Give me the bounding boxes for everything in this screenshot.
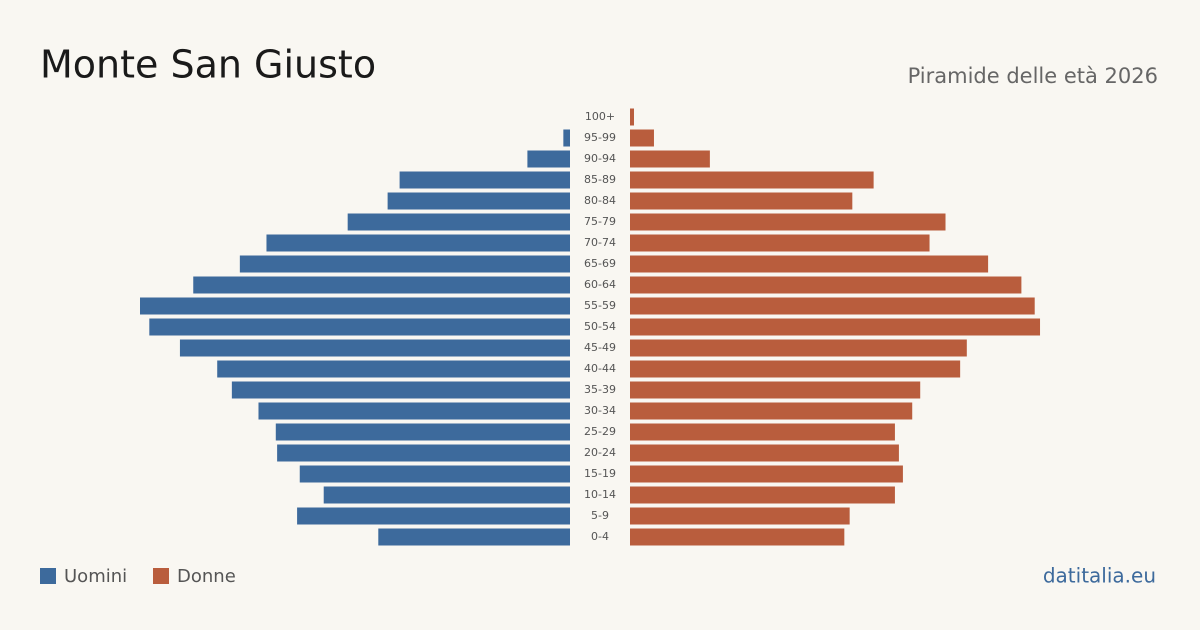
legend-label: Uomini: [64, 566, 127, 587]
bar-female: [630, 465, 903, 483]
age-label: 30-34: [584, 404, 616, 417]
bar-male: [149, 318, 570, 336]
age-label: 60-64: [584, 278, 616, 291]
bar-female: [630, 423, 895, 441]
age-label: 55-59: [584, 299, 616, 312]
age-label: 100+: [585, 110, 615, 123]
bar-male: [258, 402, 570, 420]
age-label: 25-29: [584, 425, 616, 438]
bar-male: [239, 255, 570, 273]
age-label: 80-84: [584, 194, 616, 207]
bar-male: [266, 234, 570, 252]
legend-label: Donne: [177, 566, 236, 587]
bar-female: [630, 444, 899, 462]
bar-male: [378, 528, 570, 546]
age-label: 15-19: [584, 467, 616, 480]
bar-male: [527, 150, 570, 168]
age-label: 45-49: [584, 341, 616, 354]
age-label: 70-74: [584, 236, 616, 249]
bar-male: [193, 276, 570, 294]
age-label: 95-99: [584, 131, 616, 144]
age-label: 10-14: [584, 488, 616, 501]
bar-female: [630, 318, 1041, 336]
bar-female: [630, 192, 853, 210]
legend-swatch: [153, 568, 169, 584]
bar-female: [630, 486, 895, 504]
age-label: 35-39: [584, 383, 616, 396]
bar-male: [179, 339, 570, 357]
bar-male: [217, 360, 570, 378]
chart-title: Monte San Giusto: [40, 43, 376, 87]
age-label: 5-9: [591, 509, 609, 522]
bar-male: [140, 297, 570, 315]
bar-female: [630, 507, 850, 525]
age-label: 90-94: [584, 152, 616, 165]
bar-male: [347, 213, 570, 231]
bar-male: [275, 423, 570, 441]
source: datitalia.eu: [1043, 564, 1156, 588]
bar-female: [630, 108, 634, 126]
bar-female: [630, 150, 710, 168]
bar-female: [630, 129, 654, 147]
bar-male: [323, 486, 570, 504]
bar-female: [630, 402, 913, 420]
legend-swatch: [40, 568, 56, 584]
bar-male: [387, 192, 570, 210]
bar-female: [630, 339, 967, 357]
age-label: 65-69: [584, 257, 616, 270]
bar-male: [399, 171, 570, 189]
bar-male: [277, 444, 570, 462]
bar-female: [630, 381, 921, 399]
bar-male: [297, 507, 570, 525]
age-label: 85-89: [584, 173, 616, 186]
age-label: 0-4: [591, 530, 609, 543]
age-label: 20-24: [584, 446, 616, 459]
age-label: 75-79: [584, 215, 616, 228]
bar-female: [630, 255, 989, 273]
chart-subtitle: Piramide delle età 2026: [908, 64, 1158, 88]
bar-male: [231, 381, 570, 399]
bar-male: [563, 129, 570, 147]
bar-female: [630, 528, 845, 546]
bar-female: [630, 276, 1022, 294]
bar-female: [630, 297, 1035, 315]
bar-female: [630, 213, 946, 231]
age-label: 40-44: [584, 362, 616, 375]
bar-female: [630, 360, 961, 378]
age-label: 50-54: [584, 320, 616, 333]
bar-male: [299, 465, 570, 483]
bar-female: [630, 234, 930, 252]
bar-female: [630, 171, 874, 189]
